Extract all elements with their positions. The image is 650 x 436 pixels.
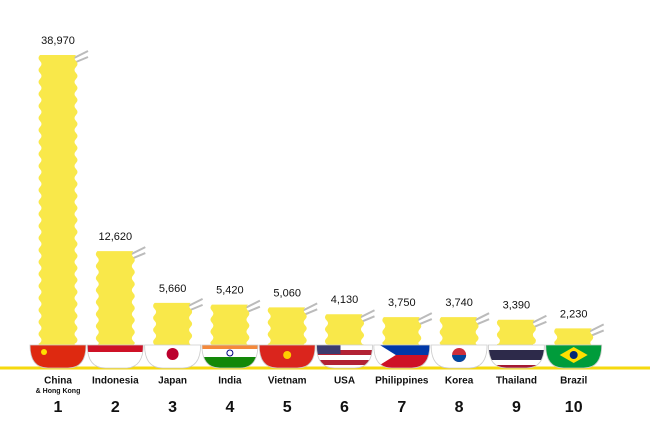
flag-stripe [316, 355, 373, 360]
noodle-bar [382, 317, 422, 345]
flag-stripe [488, 355, 545, 360]
bowl [488, 345, 545, 368]
bowl-outline [545, 344, 603, 369]
category-label: Vietnam [268, 376, 307, 387]
bowl-outline [86, 344, 144, 369]
bowl [545, 345, 602, 368]
category-label: Thailand [496, 376, 537, 387]
category-label: USA [334, 376, 355, 387]
category-label: Philippines [375, 376, 429, 387]
flag-stripe [488, 365, 545, 368]
bowl-outline [144, 344, 202, 369]
bowl [316, 345, 373, 368]
rank-label: 10 [565, 399, 583, 416]
bowl [259, 345, 316, 368]
category-label: Korea [445, 376, 474, 387]
value-label: 5,420 [216, 285, 244, 297]
value-label: 12,620 [98, 231, 132, 243]
flag-wheel [226, 349, 234, 357]
noodle-bar [153, 302, 193, 345]
flag-band [201, 357, 258, 368]
bowl [30, 345, 86, 368]
category-label: Japan [158, 376, 187, 387]
value-label: 3,750 [388, 297, 416, 309]
bowl-outline [373, 344, 431, 369]
noodle-bar [325, 314, 364, 345]
value-label: 2,230 [560, 308, 588, 320]
noodle-bar [496, 319, 536, 345]
category-label: India [218, 376, 242, 387]
flag-disc-half [452, 355, 467, 362]
flag-band [201, 345, 258, 349]
flag-stripe [316, 350, 373, 355]
category-subtitle: & Hong Kong [36, 388, 81, 395]
value-label: 4,130 [331, 294, 359, 306]
flag-canton [316, 345, 341, 354]
flag-star [41, 349, 47, 355]
bowl [431, 345, 488, 368]
flag-stripe [316, 360, 373, 365]
rank-label: 6 [340, 399, 349, 416]
flag-band [87, 345, 144, 352]
bowl [87, 345, 144, 368]
bowl [201, 345, 258, 368]
bowl-outline [430, 344, 488, 369]
noodle-bar [267, 307, 307, 345]
rank-label: 5 [283, 399, 292, 416]
rank-label: 9 [512, 399, 521, 416]
flag-stripe [488, 350, 545, 355]
bowl-outline [316, 344, 373, 369]
noodle-bar [554, 328, 594, 345]
noodle-bar [38, 55, 78, 345]
flag-stripe [488, 360, 545, 365]
bowl [144, 345, 201, 368]
rank-label: 3 [168, 399, 177, 416]
value-label: 3,740 [445, 297, 473, 309]
rank-label: 7 [397, 399, 406, 416]
category-label: China [44, 376, 72, 387]
rank-label: 2 [111, 399, 120, 416]
flag-globe [569, 351, 578, 359]
value-label: 5,060 [273, 287, 301, 299]
value-label: 3,390 [503, 300, 531, 312]
flag-stripe [316, 345, 373, 350]
noodle-bar [210, 304, 250, 345]
flag-band [87, 352, 144, 368]
bowl-outline [487, 344, 545, 369]
bowl-outline [258, 344, 316, 369]
value-label: 5,660 [159, 283, 187, 295]
value-label: 38,970 [41, 35, 75, 47]
rank-label: 1 [54, 399, 63, 416]
rank-label: 4 [225, 399, 234, 416]
noodle-bar [95, 251, 135, 345]
bowl-outline [201, 344, 259, 369]
category-label: Indonesia [92, 376, 139, 387]
flag-band [201, 349, 258, 357]
flag-star [283, 351, 292, 359]
flag-stripe [316, 365, 373, 368]
rank-label: 8 [455, 399, 464, 416]
flag-band [373, 345, 430, 355]
noodle-bar [439, 317, 479, 345]
flag-disc [166, 348, 179, 360]
flag-stripe [488, 345, 545, 350]
category-label: Brazil [560, 376, 587, 387]
bowl-outline [29, 344, 87, 369]
